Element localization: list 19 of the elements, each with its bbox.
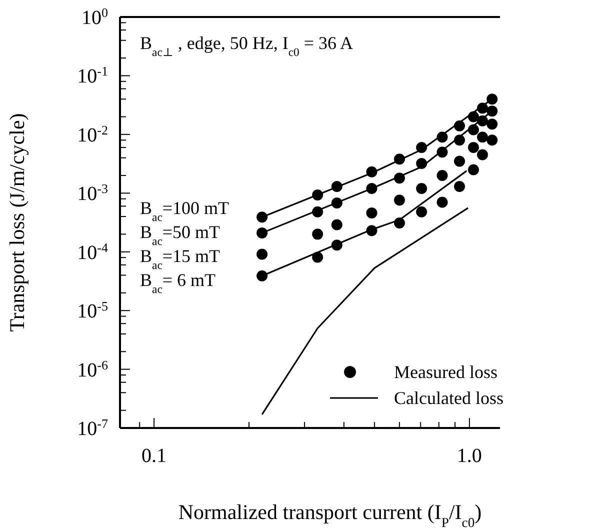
y-tick-label: 10$^{0}$ xyxy=(82,4,108,29)
text: B$_{ac⊥}$ , edge, 50 Hz, I$_{c0}$ = 36 A xyxy=(140,33,354,58)
annotation: B$_{ac}$=50 mT xyxy=(140,222,220,248)
y-tick-label: 10$^{-6}$ xyxy=(77,356,108,382)
x-axis-title: Normalized transport current (I$_{P}$/I$_{c0}$) xyxy=(178,500,482,530)
y-tick-label: 10$^{-3}$ xyxy=(77,180,108,206)
legend-label: Measured loss xyxy=(394,362,498,382)
y-tick-label: 10$^{-7}$ xyxy=(77,416,108,440)
legend-label: Calculated loss xyxy=(394,388,504,408)
y-tick-label: 10$^{-1}$ xyxy=(77,63,108,88)
y-tick-label: 10$^{-2}$ xyxy=(77,122,108,146)
x-tick-label: 0.1 xyxy=(142,445,167,467)
annotation: B$_{ac}$= 6 mT xyxy=(140,270,216,296)
x-tick-label: 1.0 xyxy=(456,445,482,467)
annotation: B$_{ac}$=15 mT xyxy=(140,246,220,272)
y-axis-title: Transport loss (J/m/cycle) xyxy=(5,113,29,332)
y-tick-label: 10$^{-5}$ xyxy=(77,298,108,323)
y-tick-label: 10$^{-4}$ xyxy=(77,239,108,264)
annotation: B$_{ac}$=100 mT xyxy=(140,198,230,224)
